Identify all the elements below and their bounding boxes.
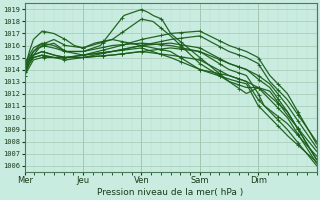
- X-axis label: Pression niveau de la mer( hPa ): Pression niveau de la mer( hPa ): [98, 188, 244, 197]
